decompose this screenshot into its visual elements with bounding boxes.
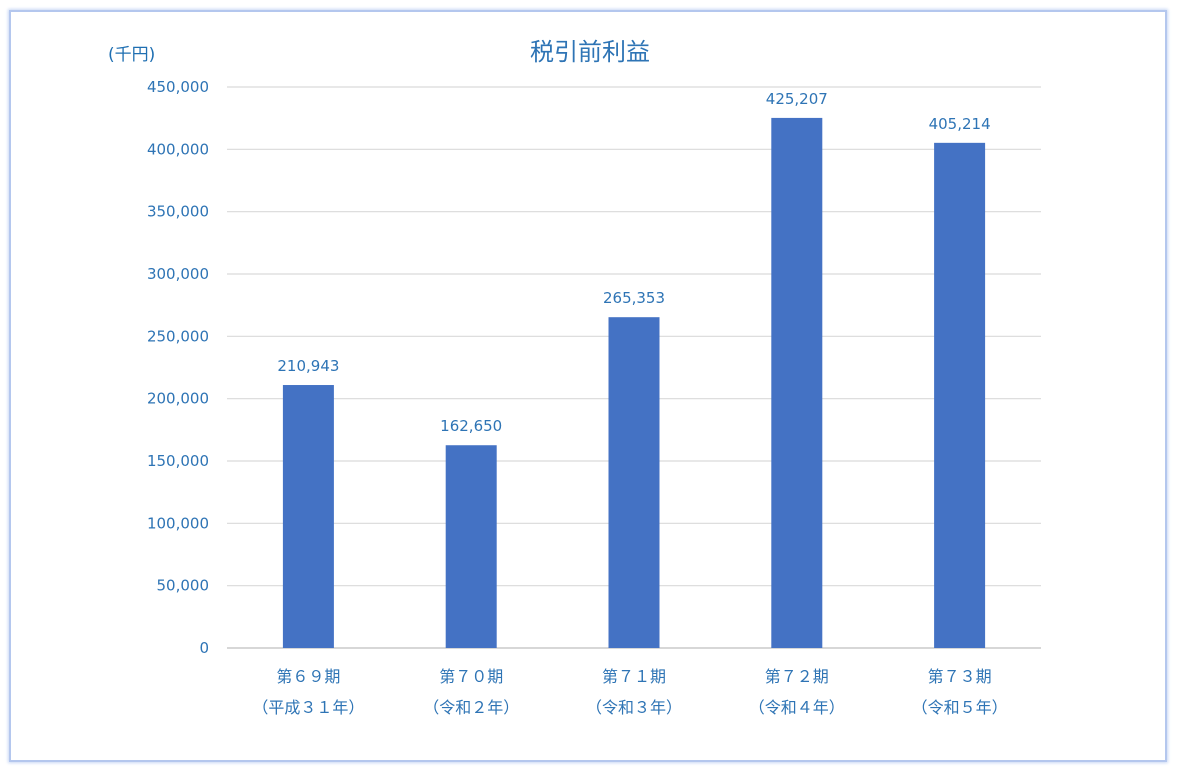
- data-label: 425,207: [766, 90, 828, 108]
- bar: [282, 385, 334, 648]
- bars: [282, 117, 986, 649]
- y-tick-label: 250,000: [147, 327, 209, 345]
- data-labels: 210,943 162,650 265,353 425,207 405,214: [277, 90, 990, 435]
- y-tick-label: 300,000: [147, 265, 209, 283]
- data-label: 265,353: [603, 289, 665, 307]
- data-label: 405,214: [929, 115, 991, 133]
- y-tick-label: 450,000: [147, 78, 209, 96]
- data-label: 162,650: [440, 417, 502, 435]
- x-tick-label-period: 第７３期: [928, 667, 992, 686]
- x-tick-label-year: （令和３年）: [586, 698, 682, 717]
- x-tick-label-year: （令和５年）: [912, 698, 1008, 717]
- bar: [934, 142, 986, 649]
- x-axis-ticks: 第６９期 （平成３１年） 第７０期 （令和２年） 第７１期 （令和３年） 第７２期 （令和４年…: [252, 667, 1007, 717]
- x-tick-label-period: 第７０期: [439, 667, 503, 686]
- y-tick-label: 150,000: [147, 452, 209, 470]
- y-tick-label: 50,000: [157, 577, 210, 595]
- bar: [445, 445, 497, 648]
- bar: [608, 317, 660, 648]
- x-tick-label-period: 第７２期: [765, 667, 829, 686]
- x-tick-label-period: 第６９期: [276, 667, 340, 686]
- gridlines: [227, 86, 1041, 649]
- y-tick-label: 0: [199, 639, 209, 657]
- bar: [771, 117, 823, 648]
- y-tick-label: 100,000: [147, 514, 209, 532]
- x-tick-label-year: （平成３１年）: [252, 698, 364, 717]
- x-tick-label-year: （令和４年）: [749, 698, 845, 717]
- chart-title: 税引前利益: [530, 38, 650, 66]
- x-tick-label-period: 第７１期: [602, 667, 666, 686]
- y-tick-label: 400,000: [147, 140, 209, 158]
- y-unit-label: (千円): [108, 45, 155, 65]
- y-tick-label: 350,000: [147, 203, 209, 221]
- y-axis-ticks: 0 50,000 100,000 150,000 200,000 250,000 300,0…: [147, 78, 209, 657]
- x-tick-label-year: （令和２年）: [423, 698, 519, 717]
- data-label: 210,943: [277, 357, 339, 375]
- y-tick-label: 200,000: [147, 390, 209, 408]
